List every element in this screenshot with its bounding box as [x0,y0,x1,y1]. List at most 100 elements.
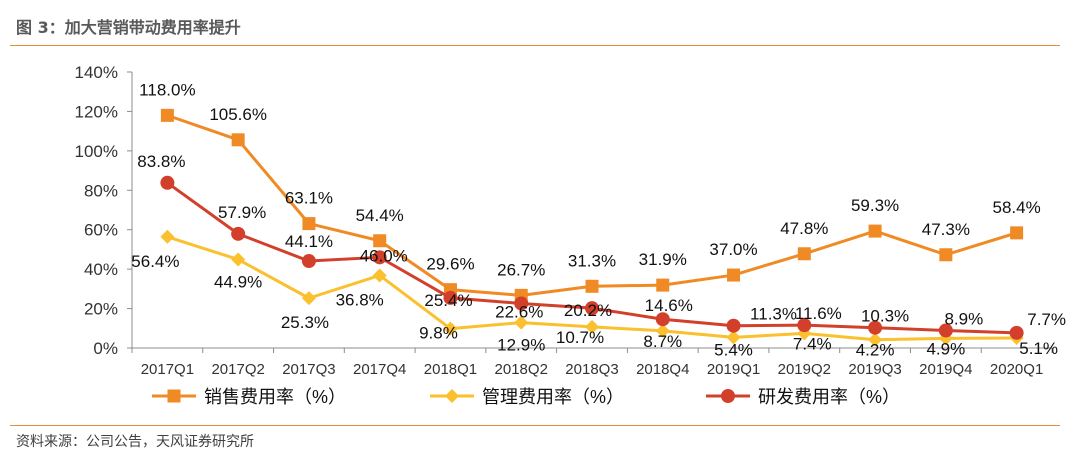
data-label: 4.9% [926,339,965,358]
data-label: 10.3% [861,307,909,326]
data-label: 47.3% [922,220,970,239]
data-label: 83.8% [137,152,185,171]
legend-entry-1: 销售费用率（%） [204,387,346,407]
data-label: 56.4% [131,252,179,271]
series-1-point [797,247,811,261]
data-label: 11.6% [795,304,842,323]
data-label: 5.1% [1019,339,1058,358]
legend-marker-1 [167,389,181,403]
y-tick-label: 40% [84,260,118,279]
x-tick-label: 2018Q3 [565,361,618,378]
x-tick-label: 2017Q2 [211,361,264,378]
axes: 0% 20% 40% 60% 80% 100% 120% 140% 2017Q1 2017Q2 20… [75,63,1053,378]
data-label: 44.1% [285,232,333,251]
data-label: 14.6% [645,296,693,315]
x-tick-label: 2018Q1 [424,361,477,378]
series-2-point [443,321,458,336]
line-chart: 0% 20% 40% 60% 80% 100% 120% 140% 2017Q1 2017Q2 20… [75,63,1066,407]
series-3-point [1009,325,1024,340]
legend-entry-2: 管理费用率（%） [482,387,624,407]
series-1-point [231,133,245,147]
legend-marker-2 [445,389,459,403]
data-label: 7.4% [793,334,832,353]
series-3-point [160,175,175,190]
series-2-point [301,291,316,306]
data-label: 9.8% [419,324,458,343]
data-label: 58.4% [993,198,1041,217]
data-label: 4.2% [856,341,895,360]
series-3-point [655,312,670,327]
x-tick-label: 2019Q4 [919,361,972,378]
data-label: 118.0% [139,80,195,99]
data-label: 63.1% [285,189,333,208]
series-2-point [585,319,599,334]
series-3-point [868,320,883,335]
data-label: 57.9% [218,203,266,222]
y-tick-label: 120% [75,102,118,121]
series-2-point [726,330,741,345]
series-3-point [301,254,316,269]
data-label: 54.4% [356,206,404,225]
x-tick-label: 2020Q1 [990,361,1043,378]
y-tick-label: 100% [75,142,118,161]
data-label: 8.7% [643,332,682,351]
series-3-point [231,226,246,241]
series-2-point [231,252,246,267]
data-label: 31.3% [568,251,616,270]
series-3-point [938,323,953,338]
series-1-point [656,278,670,292]
figure-source: 资料来源：公司公告，天风证券研究所 [16,434,254,450]
y-tick-label: 0% [93,339,118,358]
data-label: 26.7% [497,260,545,279]
data-label: 22.6% [495,302,543,321]
data-label: 31.9% [639,250,687,269]
series-3-point [443,290,458,305]
x-tick-label: 2018Q4 [636,361,689,378]
data-label: 36.8% [336,290,384,309]
data-label: 25.4% [424,291,472,310]
legend: 销售费用率（%） 管理费用率（%） 研发费用率（%） [152,387,900,407]
series-2-point [160,229,175,244]
data-label: 7.7% [1027,310,1066,329]
series-3-point [514,296,529,311]
data-label: 37.0% [709,240,757,259]
series-3-point [726,318,741,333]
data-label: 59.3% [851,196,899,215]
x-tick-label: 2018Q2 [495,361,548,378]
series-2-point [655,323,670,338]
data-label: 25.3% [281,313,329,332]
series-2-point [868,332,883,347]
series-1-point [727,268,741,282]
source-divider [10,425,1060,426]
data-label: 29.6% [426,255,474,274]
series-2-point [372,268,387,283]
y-tick-label: 20% [84,300,118,319]
series-3-point [585,301,599,316]
x-tick-label: 2017Q1 [141,361,194,378]
figure-title: 图 3：加大营销带动费用率提升 [16,18,241,37]
data-labels: 118.0% 105.6% 63.1% 54.4% 29.6% 26.7% 31.3% 31.… [131,80,1066,359]
series-3-point [797,318,812,333]
data-label: 10.7% [556,328,604,347]
data-label: 12.9% [497,336,545,355]
data-label: 5.4% [714,340,753,359]
y-tick-label: 60% [84,221,118,240]
x-tick-label: 2019Q1 [707,361,760,378]
data-label: 8.9% [944,309,983,328]
data-label: 46.0% [360,246,408,265]
data-label: 20.2% [564,301,612,320]
series-1-point [868,224,882,238]
series-1-point [939,248,953,262]
y-tick-label: 80% [84,181,118,200]
y-tick-label: 140% [75,63,118,82]
legend-entry-3: 研发费用率（%） [758,387,900,407]
data-label: 47.8% [780,219,828,238]
data-label: 105.6% [209,105,267,124]
legend-marker-3 [721,389,735,403]
series-3-point [372,250,387,265]
data-label: 44.9% [214,272,262,291]
data-label: 11.3% [750,305,797,324]
series-1-point [373,234,387,248]
x-tick-label: 2017Q3 [282,361,335,378]
x-tick-label: 2017Q4 [353,361,406,378]
